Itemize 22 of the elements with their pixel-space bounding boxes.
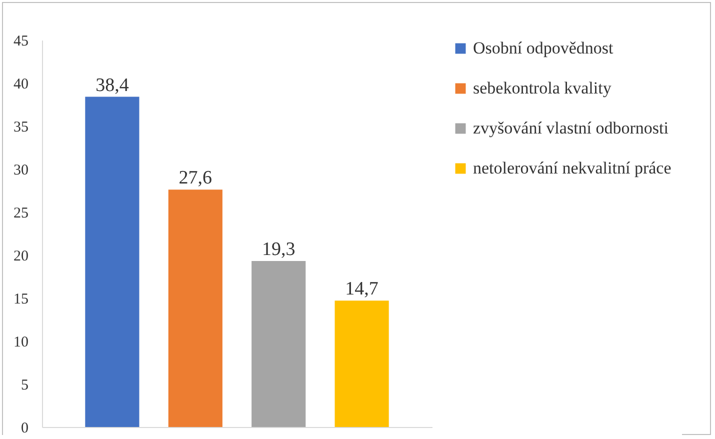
y-tick-label: 30: [14, 162, 28, 178]
y-tick-label: 45: [14, 34, 28, 50]
y-tick-label: 0: [21, 420, 28, 436]
y-tick-label: 25: [14, 206, 28, 222]
bar: [334, 300, 389, 427]
bar: [85, 96, 140, 427]
legend-label: sebekontrola kvality: [473, 78, 612, 98]
y-tick-label: 10: [14, 334, 28, 350]
y-tick-label: 15: [14, 292, 28, 308]
data-label: 14,7: [345, 278, 378, 300]
data-label: 19,3: [262, 239, 296, 260]
legend-label: Osobní odpovědnost: [473, 38, 614, 58]
y-tick-label: 20: [14, 248, 28, 264]
data-label: 27,6: [178, 168, 212, 189]
bar: [252, 261, 306, 427]
bar: [168, 190, 222, 427]
y-tick-label: 5: [21, 378, 28, 394]
y-tick-label: 35: [14, 120, 28, 136]
y-tick-label: 40: [14, 76, 28, 92]
data-label: 38,4: [96, 74, 130, 96]
legend-label: zvyšování vlastní odbornosti: [473, 118, 669, 138]
legend-label: netolerování nekvalitní práce: [473, 158, 672, 178]
